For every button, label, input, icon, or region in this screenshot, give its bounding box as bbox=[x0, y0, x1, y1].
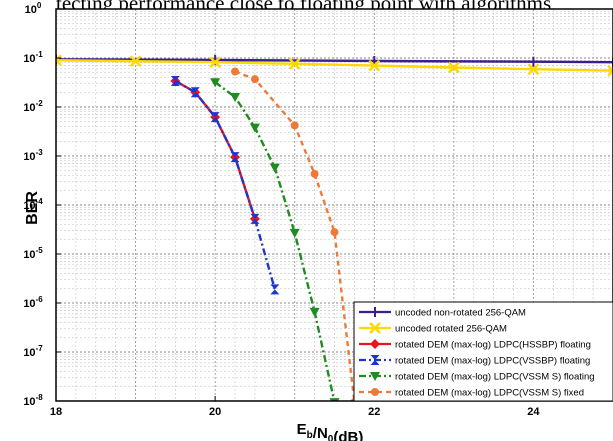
y-tick-label: 10-5 bbox=[23, 246, 43, 261]
legend-label: rotated DEM (max-log) LDPC(HSSBP) floati… bbox=[395, 340, 591, 351]
y-tick-label: 10-2 bbox=[23, 99, 43, 114]
data-point bbox=[210, 112, 220, 123]
data-point bbox=[270, 284, 280, 295]
x-axis-title: Eb/N0(dB) bbox=[297, 421, 364, 441]
data-point bbox=[269, 163, 280, 173]
y-tick-label: 10-6 bbox=[23, 295, 43, 310]
data-point bbox=[129, 55, 142, 68]
series-layer bbox=[56, 54, 613, 401]
data-point bbox=[170, 75, 180, 86]
legend-label: rotated DEM (max-log) LDPC(VSSM S) fixed bbox=[395, 388, 584, 399]
data-point bbox=[528, 56, 539, 67]
data-point bbox=[309, 307, 320, 317]
legend-entry: uncoded non-rotated 256-QAM bbox=[359, 307, 526, 319]
x-tick-label: 22 bbox=[368, 406, 380, 418]
y-tick-label: 10-7 bbox=[23, 344, 43, 359]
data-point bbox=[56, 54, 62, 67]
data-point bbox=[527, 63, 540, 76]
data-point bbox=[310, 169, 319, 178]
y-tick-label: 10-3 bbox=[23, 148, 43, 163]
data-point bbox=[608, 57, 613, 68]
legend-marker bbox=[370, 372, 380, 381]
data-point bbox=[231, 67, 240, 76]
legend-entry: rotated DEM (max-log) LDPC(VSSM S) fixed bbox=[359, 388, 584, 399]
legend-marker bbox=[370, 307, 380, 317]
data-point bbox=[290, 121, 299, 130]
data-point bbox=[249, 123, 260, 133]
legend-entry: uncoded rotated 256-QAM bbox=[359, 322, 507, 335]
data-point bbox=[368, 59, 381, 72]
data-point bbox=[190, 87, 200, 98]
legend-marker bbox=[371, 388, 379, 396]
data-point bbox=[288, 57, 301, 70]
legend-marker bbox=[370, 339, 380, 349]
series-4 bbox=[170, 75, 280, 295]
legend-label: rotated DEM (max-log) LDPC(VSSBP) floati… bbox=[395, 356, 590, 367]
legend-entry: rotated DEM (max-log) LDPC(HSSBP) floati… bbox=[359, 339, 591, 351]
y-tick-label: 100 bbox=[25, 1, 42, 16]
y-tick-label: 10-8 bbox=[23, 393, 43, 408]
legend-label: uncoded non-rotated 256-QAM bbox=[395, 308, 526, 319]
legend-label: uncoded rotated 256-QAM bbox=[395, 324, 507, 335]
x-tick-label: 20 bbox=[209, 406, 221, 418]
data-point bbox=[329, 398, 340, 401]
data-point bbox=[250, 213, 260, 224]
data-point bbox=[289, 228, 300, 238]
legend: uncoded non-rotated 256-QAM uncoded rotat… bbox=[353, 301, 613, 402]
x-tick-label: 18 bbox=[50, 406, 62, 418]
series-5 bbox=[210, 78, 340, 401]
data-point bbox=[209, 56, 221, 69]
legend-entry: rotated DEM (max-log) LDPC(VSSBP) floati… bbox=[359, 355, 590, 367]
series-line bbox=[174, 79, 276, 290]
legend-entry: rotated DEM (max-log) LDPC(VSSM S) float… bbox=[359, 372, 595, 383]
y-tick-label: 10-1 bbox=[23, 50, 43, 65]
legend-box bbox=[353, 301, 613, 402]
data-point bbox=[607, 64, 613, 77]
legend-label: rotated DEM (max-log) LDPC(VSSM S) float… bbox=[395, 372, 595, 383]
data-point bbox=[249, 213, 260, 224]
y-axis-title: BER bbox=[24, 191, 41, 225]
data-point bbox=[448, 61, 460, 74]
series-line bbox=[56, 59, 613, 72]
data-point bbox=[230, 152, 240, 163]
data-point bbox=[250, 75, 259, 84]
data-point bbox=[210, 78, 221, 88]
series-line bbox=[234, 70, 356, 401]
legend-marker bbox=[369, 322, 381, 334]
legend-marker bbox=[370, 355, 380, 365]
y-tick-label: 10-4 bbox=[23, 197, 43, 212]
x-tick-label: 24 bbox=[527, 406, 540, 418]
series-2 bbox=[56, 54, 613, 77]
data-point bbox=[330, 228, 339, 237]
data-point bbox=[230, 92, 241, 102]
